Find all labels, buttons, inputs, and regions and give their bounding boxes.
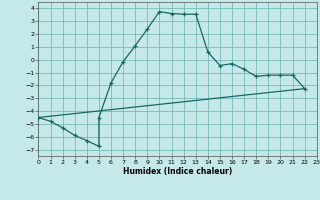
X-axis label: Humidex (Indice chaleur): Humidex (Indice chaleur)	[123, 167, 232, 176]
